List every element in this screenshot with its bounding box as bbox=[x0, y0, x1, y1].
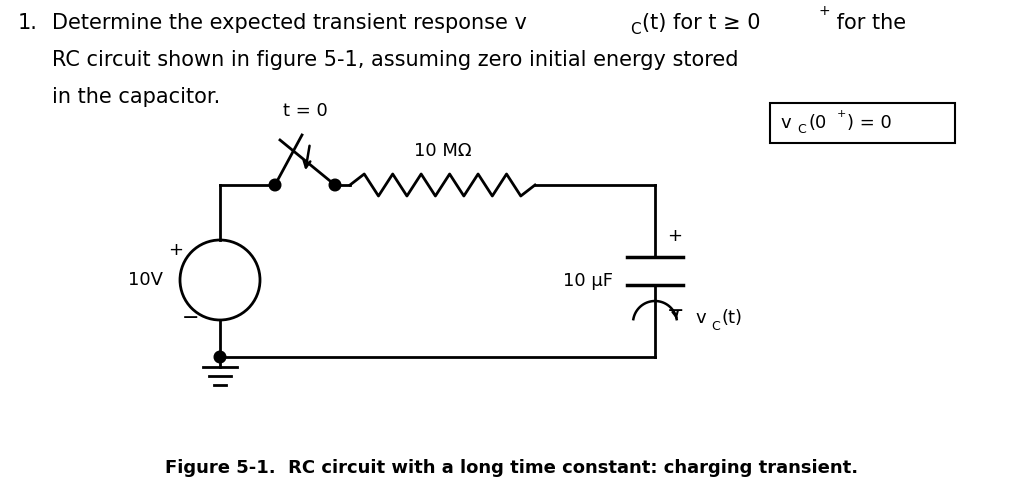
Text: (t): (t) bbox=[722, 309, 743, 327]
Text: +: + bbox=[168, 241, 183, 259]
Text: C: C bbox=[711, 320, 720, 334]
Text: 10 MΩ: 10 MΩ bbox=[414, 142, 471, 160]
Text: (t) for t ≥ 0: (t) for t ≥ 0 bbox=[642, 13, 761, 33]
Text: −: − bbox=[667, 301, 684, 321]
Text: Figure 5-1.  RC circuit with a long time constant: charging transient.: Figure 5-1. RC circuit with a long time … bbox=[166, 459, 858, 477]
Text: v: v bbox=[695, 309, 706, 327]
Text: C: C bbox=[630, 22, 641, 37]
Text: 1.: 1. bbox=[18, 13, 38, 33]
FancyBboxPatch shape bbox=[770, 103, 955, 143]
Text: in the capacitor.: in the capacitor. bbox=[52, 87, 220, 107]
Circle shape bbox=[269, 179, 281, 191]
Text: for the: for the bbox=[830, 13, 906, 33]
Text: t = 0: t = 0 bbox=[283, 102, 328, 120]
Text: C: C bbox=[797, 123, 806, 137]
Text: (0: (0 bbox=[808, 114, 826, 132]
Text: Determine the expected transient response v: Determine the expected transient respons… bbox=[52, 13, 527, 33]
Text: −: − bbox=[182, 308, 200, 328]
Text: ) = 0: ) = 0 bbox=[847, 114, 892, 132]
Text: 10V: 10V bbox=[128, 271, 163, 289]
Text: v: v bbox=[780, 114, 791, 132]
Text: RC circuit shown in figure 5-1, assuming zero initial energy stored: RC circuit shown in figure 5-1, assuming… bbox=[52, 50, 738, 70]
Text: 10 μF: 10 μF bbox=[563, 272, 613, 290]
Text: +: + bbox=[837, 109, 847, 119]
Circle shape bbox=[329, 179, 341, 191]
Text: +: + bbox=[819, 4, 830, 18]
Circle shape bbox=[214, 351, 226, 363]
Text: +: + bbox=[667, 227, 682, 245]
